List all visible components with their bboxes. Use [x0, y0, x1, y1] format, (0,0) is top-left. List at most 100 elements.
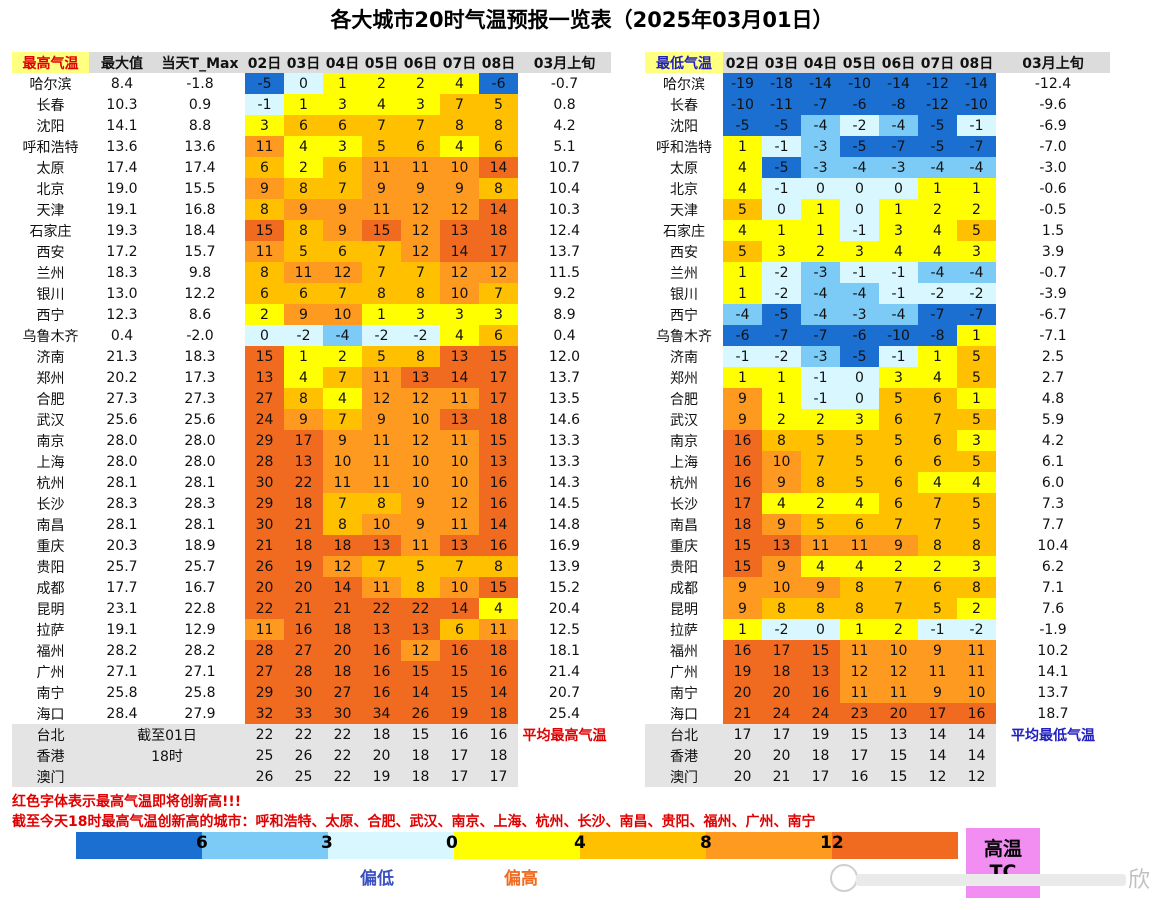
forecast-cell: 2: [918, 199, 957, 220]
table-row: 长春 10.3 0.9 -1 1 3 4 3 7 5 0.8: [12, 94, 611, 115]
forecast-cell: 4: [723, 220, 762, 241]
decade-average: 7.6: [996, 598, 1110, 619]
forecast-cell: 18: [479, 220, 518, 241]
forecast-cell: 7: [401, 262, 440, 283]
decade-average: -1.9: [996, 619, 1110, 640]
max-value: 23.1: [89, 598, 155, 619]
forecast-cell: 8: [440, 115, 479, 136]
forecast-cell: 16: [479, 535, 518, 556]
city-name: 南京: [645, 430, 723, 451]
forecast-cell: 14: [479, 157, 518, 178]
table-row: 昆明 23.1 22.8 22 21 21 22 22 14 4 20.4: [12, 598, 611, 619]
forecast-cell: 22: [323, 766, 362, 787]
legend-tick: 8: [700, 833, 712, 853]
city-name: 拉萨: [12, 619, 89, 640]
forecast-cell: -2: [284, 325, 323, 346]
max-value: 18.3: [89, 262, 155, 283]
forecast-cell: 0: [840, 178, 879, 199]
forecast-cell: -1: [918, 619, 957, 640]
forecast-cell: 16: [840, 766, 879, 787]
forecast-cell: 3: [957, 556, 996, 577]
forecast-cell: 13: [440, 535, 479, 556]
forecast-cell: 14: [957, 724, 996, 745]
column-header: 04日: [801, 52, 840, 73]
decade-average: 6.2: [996, 556, 1110, 577]
max-value: 10.3: [89, 94, 155, 115]
forecast-cell: 5: [957, 409, 996, 430]
forecast-cell: -2: [840, 115, 879, 136]
forecast-cell: 24: [762, 703, 801, 724]
forecast-cell: -1: [879, 283, 918, 304]
forecast-cell: 15: [245, 346, 284, 367]
forecast-cell: 20: [723, 745, 762, 766]
forecast-cell: 21: [245, 535, 284, 556]
city-name: 昆明: [12, 598, 89, 619]
table-row: 台北 截至01日 22 22 22 18 15 16 16 平均最高气温: [12, 724, 611, 745]
forecast-cell: -4: [879, 304, 918, 325]
city-name: 银川: [645, 283, 723, 304]
city-name: 杭州: [645, 472, 723, 493]
decade-average: 25.4: [518, 703, 611, 724]
forecast-cell: -4: [723, 304, 762, 325]
forecast-cell: 2: [762, 409, 801, 430]
forecast-cell: -4: [801, 115, 840, 136]
max-value: 27.3: [89, 388, 155, 409]
table-row: 济南 21.3 18.3 15 1 2 5 8 13 15 12.0: [12, 346, 611, 367]
forecast-cell: 15: [440, 661, 479, 682]
city-name: 长春: [645, 94, 723, 115]
forecast-cell: 11: [284, 262, 323, 283]
today-max: 12.2: [155, 283, 245, 304]
table-row: 重庆 15 13 11 11 9 8 8 10.4: [645, 535, 1110, 556]
column-header: 07日: [918, 52, 957, 73]
table-row: 澳门 20 21 17 16 15 12 12: [645, 766, 1110, 787]
forecast-cell: 16: [801, 682, 840, 703]
table-row: 哈尔滨 8.4 -1.8 -5 0 1 2 2 4 -6 -0.7: [12, 73, 611, 94]
forecast-cell: 28: [284, 661, 323, 682]
forecast-cell: 0: [801, 178, 840, 199]
forecast-cell: 8: [284, 220, 323, 241]
city-name: 济南: [645, 346, 723, 367]
forecast-cell: 14: [479, 514, 518, 535]
forecast-cell: 17: [479, 241, 518, 262]
forecast-cell: 22: [245, 598, 284, 619]
forecast-cell: 14: [440, 598, 479, 619]
column-header: 06日: [879, 52, 918, 73]
forecast-cell: 14: [918, 745, 957, 766]
table-row: 长春 -10 -11 -7 -6 -8 -12 -10 -9.6: [645, 94, 1110, 115]
forecast-cell: -4: [840, 157, 879, 178]
table-row: 台北 17 17 19 15 13 14 14 平均最低气温: [645, 724, 1110, 745]
table-row: 杭州 16 9 8 5 6 4 4 6.0: [645, 472, 1110, 493]
decade-average: 13.3: [518, 430, 611, 451]
forecast-cell: 13: [440, 409, 479, 430]
forecast-cell: 4: [323, 388, 362, 409]
forecast-cell: 12: [401, 388, 440, 409]
column-header: 04日: [323, 52, 362, 73]
forecast-cell: -1: [762, 178, 801, 199]
table-row: 哈尔滨 -19 -18 -14 -10 -14 -12 -14 -12.4: [645, 73, 1110, 94]
decade-average: -0.6: [996, 178, 1110, 199]
record-cities-note: 截至今天18时最高气温创新高的城市：呼和浩特、太原、合肥、武汉、南京、上海、杭州…: [12, 811, 815, 831]
forecast-cell: 1: [957, 325, 996, 346]
forecast-cell: 9: [362, 178, 401, 199]
forecast-cell: 17: [840, 745, 879, 766]
decade-average: 14.8: [518, 514, 611, 535]
forecast-cell: 19: [723, 661, 762, 682]
table-row: 太原 17.4 17.4 6 2 6 11 11 10 14 10.7: [12, 157, 611, 178]
forecast-cell: 27: [323, 682, 362, 703]
forecast-cell: 9: [918, 682, 957, 703]
city-name: 成都: [12, 577, 89, 598]
forecast-cell: 17: [479, 766, 518, 787]
forecast-cell: 22: [284, 724, 323, 745]
column-header: 当天T_Max: [155, 52, 245, 73]
table-row: 海口 21 24 24 23 20 17 16 18.7: [645, 703, 1110, 724]
today-max: 13.6: [155, 136, 245, 157]
city-name: 武汉: [645, 409, 723, 430]
table-row: 济南 -1 -2 -3 -5 -1 1 5 2.5: [645, 346, 1110, 367]
forecast-cell: -1: [879, 346, 918, 367]
forecast-cell: 6: [323, 115, 362, 136]
forecast-cell: 12: [957, 766, 996, 787]
max-value: 8.4: [89, 73, 155, 94]
today-max: 17.3: [155, 367, 245, 388]
forecast-cell: -1: [840, 220, 879, 241]
forecast-cell: 7: [918, 493, 957, 514]
